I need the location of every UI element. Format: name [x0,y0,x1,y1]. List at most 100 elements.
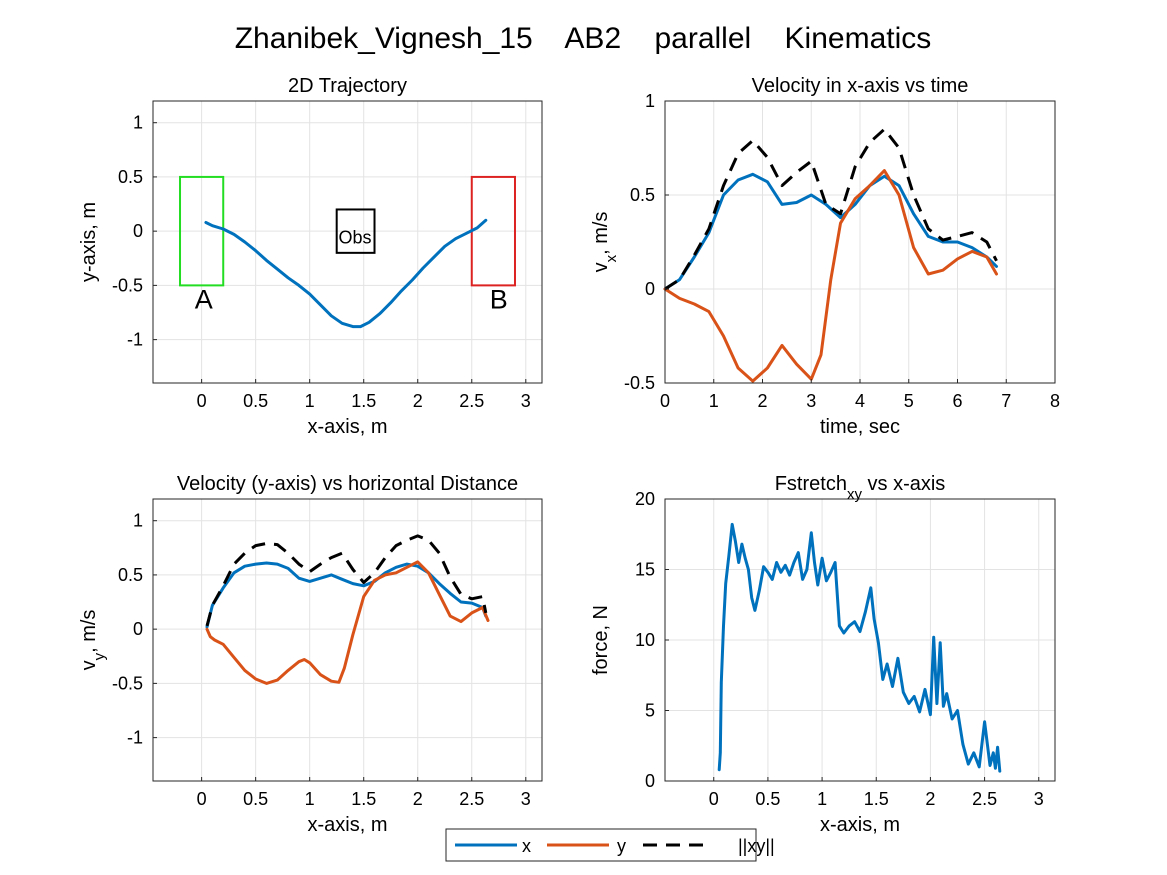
x-tick-label: 2.5 [972,789,997,809]
y-tick-label: 5 [645,701,655,721]
x-tick-label: 2 [925,789,935,809]
x-tick-label: 4 [855,391,865,411]
y-tick-label: -1 [127,330,143,350]
x-tick-label: 0.5 [755,789,780,809]
obstacle-rect [335,208,376,254]
x-tick-label: 0.5 [243,391,268,411]
annotation-b: B [490,284,508,314]
x-axis-label: time, sec [820,416,900,438]
y-tick-label: 1 [645,91,655,111]
y-axis-label-sub: x [603,254,620,262]
y-tick-label: 0.5 [630,185,655,205]
y-axis-label-main: force, N [590,605,612,675]
series-line-1 [717,522,1002,773]
y-tick-label: 0 [133,221,143,241]
axes-box [152,100,543,384]
subplot-1: A B Obs 0 0.5 1 1.5 2 2.5 3 1 0.5 0 -0.5 -1 x-axis, m y-… [78,75,543,438]
y-tick-label: 0 [645,279,655,299]
y-axis-label-main: v [78,660,100,670]
subplot-4: 0 0.5 1 1.5 2 2.5 3 20 15 10 5 0 x-axis, m force, N Fs… [590,473,1056,836]
subplot-title-sub: xy [847,486,863,503]
subplot-title: Velocity in x-axis vs time [752,75,969,97]
x-tick-label: 0 [197,391,207,411]
series-line-2 [205,560,490,685]
y-axis-label-sub: y [91,652,108,660]
plot-area [153,499,542,781]
start-region-rect [179,175,225,287]
subplot-title: Velocity (y-axis) vs horizontal Distance [177,473,518,495]
subplot-title: 2D Trajectory [288,75,407,97]
y-axis-label-unit: , m/s [78,610,100,653]
subplot-title-main: Fstretch [775,473,847,495]
x-tick-label: 5 [904,391,914,411]
x-tick-label: 2 [413,391,423,411]
x-tick-label: 1 [305,391,315,411]
series-line-1 [663,172,998,291]
y-tick-label: -0.5 [624,373,655,393]
y-tick-label: 1 [133,113,143,133]
x-tick-label: 3 [521,789,531,809]
y-axis-label: force, N [590,605,612,675]
subplot-3: 0 0.5 1 1.5 2 2.5 3 1 0.5 0 -0.5 -1 x-axis, m vy, m/s… [78,473,543,836]
annotation-a: A [195,284,213,314]
legend-label-2: y [617,836,626,856]
x-tick-label: 1.5 [864,789,889,809]
x-axis-label: x-axis, m [308,416,388,438]
y-axis-label-unit: , m/s [590,212,612,255]
y-tick-label: -0.5 [112,275,143,295]
y-tick-label: 0 [133,619,143,639]
x-tick-label: 2 [413,789,423,809]
y-axis-label-main: v [590,262,612,272]
y-axis-label: vy, m/s [78,610,108,671]
y-axis-label: vx, m/s [590,212,620,273]
y-axis-label-main: y-axis, m [78,202,100,282]
x-tick-label: 3 [521,391,531,411]
series-line-1 [205,561,488,629]
x-tick-label: 7 [1001,391,1011,411]
legend-label-3: ||xy|| [738,836,775,856]
subplot-title-suffix: vs x-axis [862,473,945,495]
subplot-title-main: 2D Trajectory [288,75,407,97]
x-tick-label: 3 [806,391,816,411]
x-tick-label: 1 [305,789,315,809]
y-tick-label: 0 [645,771,655,791]
subplot-title-main: Velocity in x-axis vs time [752,75,969,97]
x-tick-label: 0 [660,391,670,411]
plot-area [153,101,542,383]
x-tick-label: 1 [817,789,827,809]
y-tick-label: 10 [635,630,655,650]
subplot-title-main: Velocity (y-axis) vs horizontal Distance [177,473,518,495]
x-axis-label: x-axis, m [308,814,388,836]
y-tick-label: 0.5 [118,565,143,585]
series-line-3 [205,534,488,627]
x-tick-label: 2.5 [459,789,484,809]
y-tick-label: 15 [635,560,655,580]
annotation-obs: Obs [339,228,372,248]
x-tick-label: 1 [709,391,719,411]
x-tick-label: 1.5 [351,391,376,411]
x-tick-label: 2.5 [459,391,484,411]
x-tick-label: 0.5 [243,789,268,809]
series-line-2 [663,169,998,383]
subplot-title: Fstretchxy vs x-axis [775,473,946,503]
legend: x y ||xy|| [445,828,775,862]
x-axis-label: x-axis, m [820,814,900,836]
x-tick-label: 6 [952,391,962,411]
series-line-1 [204,218,488,329]
figure-title: Zhanibek_Vignesh_15 AB2 parallel Kinemat… [235,22,932,55]
y-tick-label: 0.5 [118,167,143,187]
legend-label-1: x [522,836,531,856]
series-line-3 [664,127,998,291]
y-tick-label: 20 [635,489,655,509]
y-tick-label: -1 [127,728,143,748]
axes-box [152,498,543,782]
x-tick-label: 2 [757,391,767,411]
y-axis-label: y-axis, m [78,202,100,282]
x-tick-label: 3 [1034,789,1044,809]
y-tick-label: 1 [133,511,143,531]
x-tick-label: 0 [197,789,207,809]
x-tick-label: 1.5 [351,789,376,809]
